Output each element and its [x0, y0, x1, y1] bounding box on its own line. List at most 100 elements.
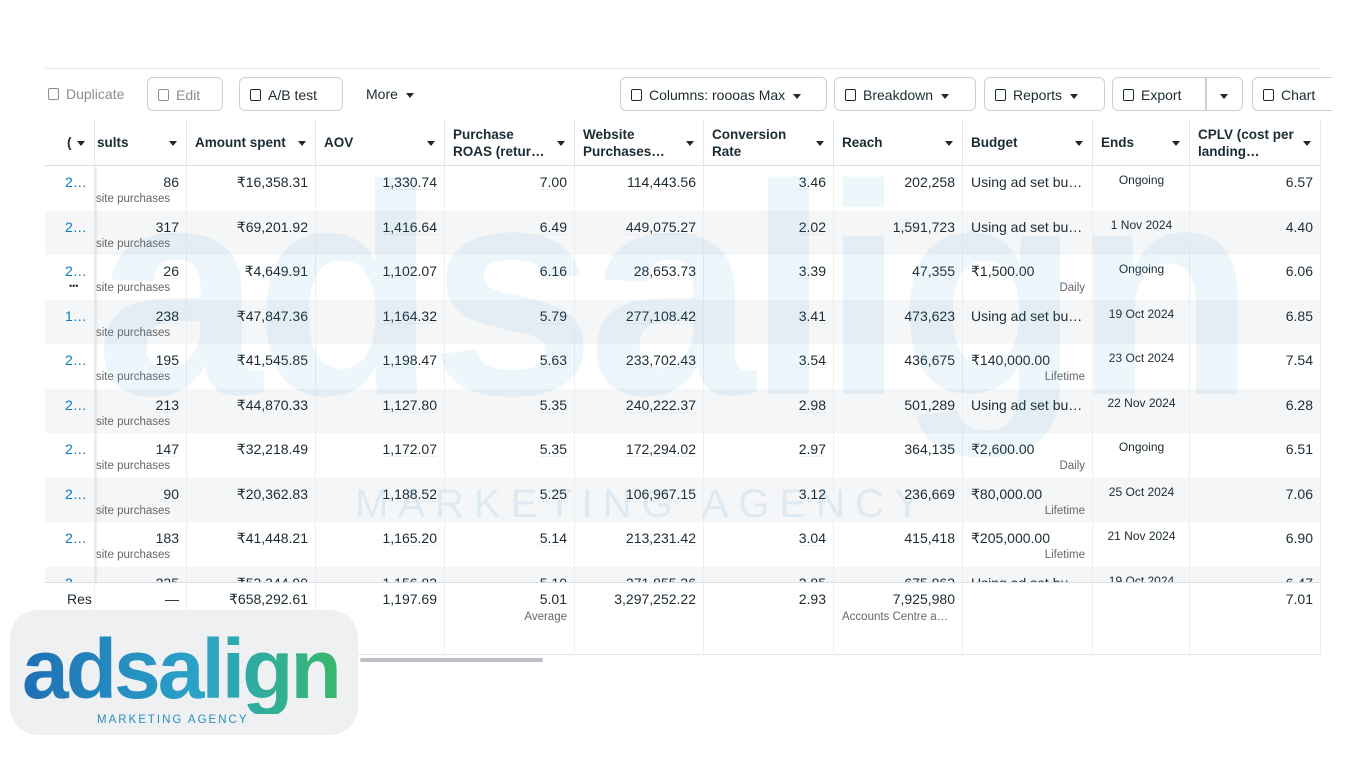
cell-cplv: 6.06: [1285, 263, 1313, 279]
cell-divider: [315, 344, 316, 389]
cell-id[interactable]: 2…: [65, 485, 87, 502]
table-row[interactable]: 2… 90 ₹20,362.83 1,188.52 5.25 106,967.15 3.12…: [45, 477, 1321, 522]
cell-amount: ₹16,358.31: [236, 174, 308, 190]
column-header[interactable]: Conversion Rate: [704, 120, 834, 166]
toolbar-button[interactable]: Columns: roooas Max: [620, 77, 827, 111]
toolbar-button[interactable]: Breakdown: [834, 77, 976, 111]
toolbar-button[interactable]: Reports: [984, 77, 1105, 111]
total-reach: 7,925,980: [892, 591, 955, 607]
header-label: AOV: [324, 135, 354, 150]
cell-divider: [1189, 299, 1190, 344]
cell-roas: 7.00: [539, 174, 567, 190]
table-row[interactable]: 2… 86 ₹16,358.31 1,330.74 7.00 114,443.56 3.46…: [45, 166, 1321, 211]
cell-roas: 6.49: [539, 218, 567, 235]
column-header[interactable]: sults: [95, 120, 187, 166]
toolbar-button[interactable]: A/B test: [239, 77, 343, 111]
toolbar-button[interactable]: Export: [1112, 77, 1206, 111]
column-header[interactable]: Website Purchases…: [575, 120, 704, 166]
cell-id[interactable]: 1…: [65, 307, 87, 324]
button-label: Breakdown: [863, 87, 934, 103]
scrollbar[interactable]: [360, 658, 543, 662]
cell-ends: 22 Nov 2024: [1107, 395, 1176, 410]
caret: [77, 141, 85, 146]
cell-divider: [186, 477, 187, 522]
caret: [1303, 141, 1311, 146]
header-label: Website Purchases…: [583, 127, 665, 159]
cell-divider: [574, 255, 575, 300]
cell-divider: [444, 388, 445, 433]
row-menu[interactable]: •••: [69, 281, 79, 291]
left-shadow: [95, 166, 98, 582]
cell-budget: Using ad set bu…: [971, 218, 1083, 235]
cell-id[interactable]: 2…: [65, 530, 87, 546]
cell-divider: [315, 166, 316, 211]
cell-cplv: 6.85: [1285, 307, 1313, 324]
cell-divider: [703, 344, 704, 389]
cell-divider: [1320, 299, 1321, 344]
cell-divider: [962, 433, 963, 478]
cell-divider: [703, 166, 704, 211]
cell-divider: [444, 299, 445, 344]
toolbar-button[interactable]: More: [352, 77, 432, 111]
caret: [945, 141, 953, 146]
table-row[interactable]: 2… 317 ₹69,201.92 1,416.64 6.49 449,075.27 2.0…: [45, 210, 1321, 255]
cell-id[interactable]: 2…: [65, 441, 87, 457]
table-row[interactable]: 1… 238 ₹47,847.36 1,164.32 5.79 277,108.42 3.4…: [45, 299, 1321, 344]
cell-id[interactable]: 2…: [65, 174, 87, 190]
table-row[interactable]: 2… 213 ₹44,870.33 1,127.80 5.35 240,222.37 2.9…: [45, 388, 1321, 433]
cell-divider: [1092, 344, 1093, 389]
cell-conv: 3.04: [798, 530, 826, 546]
cell-purchases: 240,222.37: [625, 396, 696, 413]
header-label: Budget: [971, 135, 1018, 150]
cell-divider: [1189, 388, 1190, 433]
total-aov: 1,197.69: [382, 591, 438, 607]
cell-amount: ₹53,344.90: [187, 575, 316, 583]
toolbar-button[interactable]: Chart: [1252, 77, 1332, 111]
cell-purchases: 28,653.73: [633, 263, 696, 279]
cell-id[interactable]: 2: [45, 575, 95, 583]
button-icon: [1123, 89, 1134, 101]
table-row[interactable]: 2235₹53,344.901,156.835.10271,855.362.85…: [45, 566, 1321, 583]
cell-cplv: 7.54: [1285, 352, 1313, 368]
cell-id[interactable]: 2…: [65, 352, 87, 368]
cell-roas: 6.16: [539, 263, 567, 279]
table-row[interactable]: 2… 183 ₹41,448.21 1,165.20 5.14 213,231.42 3.0…: [45, 522, 1321, 567]
cell-divider: [962, 583, 963, 655]
cell-divider: [574, 522, 575, 567]
toolbar-button[interactable]: Edit: [147, 77, 223, 111]
cell-divider: [703, 583, 704, 655]
button-icon: [158, 89, 169, 101]
cell-id[interactable]: 2…: [65, 218, 87, 235]
table-row[interactable]: 2… 195 ₹41,545.85 1,198.47 5.63 233,702.43 3.5…: [45, 344, 1321, 389]
table-row[interactable]: 2… 147 ₹32,218.49 1,172.07 5.35 172,294.02 2.9…: [45, 433, 1321, 478]
results-sub: site purchases: [96, 237, 171, 250]
cell-id[interactable]: 2…: [65, 263, 87, 279]
column-header[interactable]: Ends: [1093, 120, 1190, 166]
column-header[interactable]: Amount spent: [187, 120, 316, 166]
cell-purchases: 277,108.42: [625, 307, 696, 324]
cell-id[interactable]: 2…: [65, 396, 87, 413]
header-label: (: [67, 135, 72, 150]
column-header[interactable]: CPLV (cost per landing…: [1190, 120, 1321, 166]
column-header[interactable]: Reach: [834, 120, 963, 166]
table-row[interactable]: 2… 26 ₹4,649.91 1,102.07 6.16 28,653.73 3.39 47…: [45, 255, 1321, 300]
cell-divider: [1189, 566, 1190, 582]
column-header[interactable]: Purchase ROAS (retur…: [445, 120, 575, 166]
caret: [405, 92, 414, 98]
cell-divider: [186, 433, 187, 478]
cell-cplv: 7.06: [1285, 485, 1313, 502]
column-header[interactable]: (: [45, 120, 95, 166]
column-header[interactable]: Budget: [963, 120, 1093, 166]
results-sub: site purchases: [96, 371, 171, 383]
cell-divider: [444, 583, 445, 655]
total-purchases: 3,297,252.22: [614, 591, 696, 607]
cell-budget: Using ad set bu…: [971, 396, 1083, 413]
cell-divider: [94, 522, 95, 567]
cell-divider: [962, 255, 963, 300]
column-header[interactable]: AOV: [316, 120, 445, 166]
toolbar-button[interactable]: [1206, 77, 1243, 111]
cell-divider: [1092, 583, 1093, 655]
toolbar-button[interactable]: Duplicate: [38, 77, 138, 111]
caret: [1075, 141, 1083, 146]
results-sub: site purchases: [96, 415, 171, 428]
